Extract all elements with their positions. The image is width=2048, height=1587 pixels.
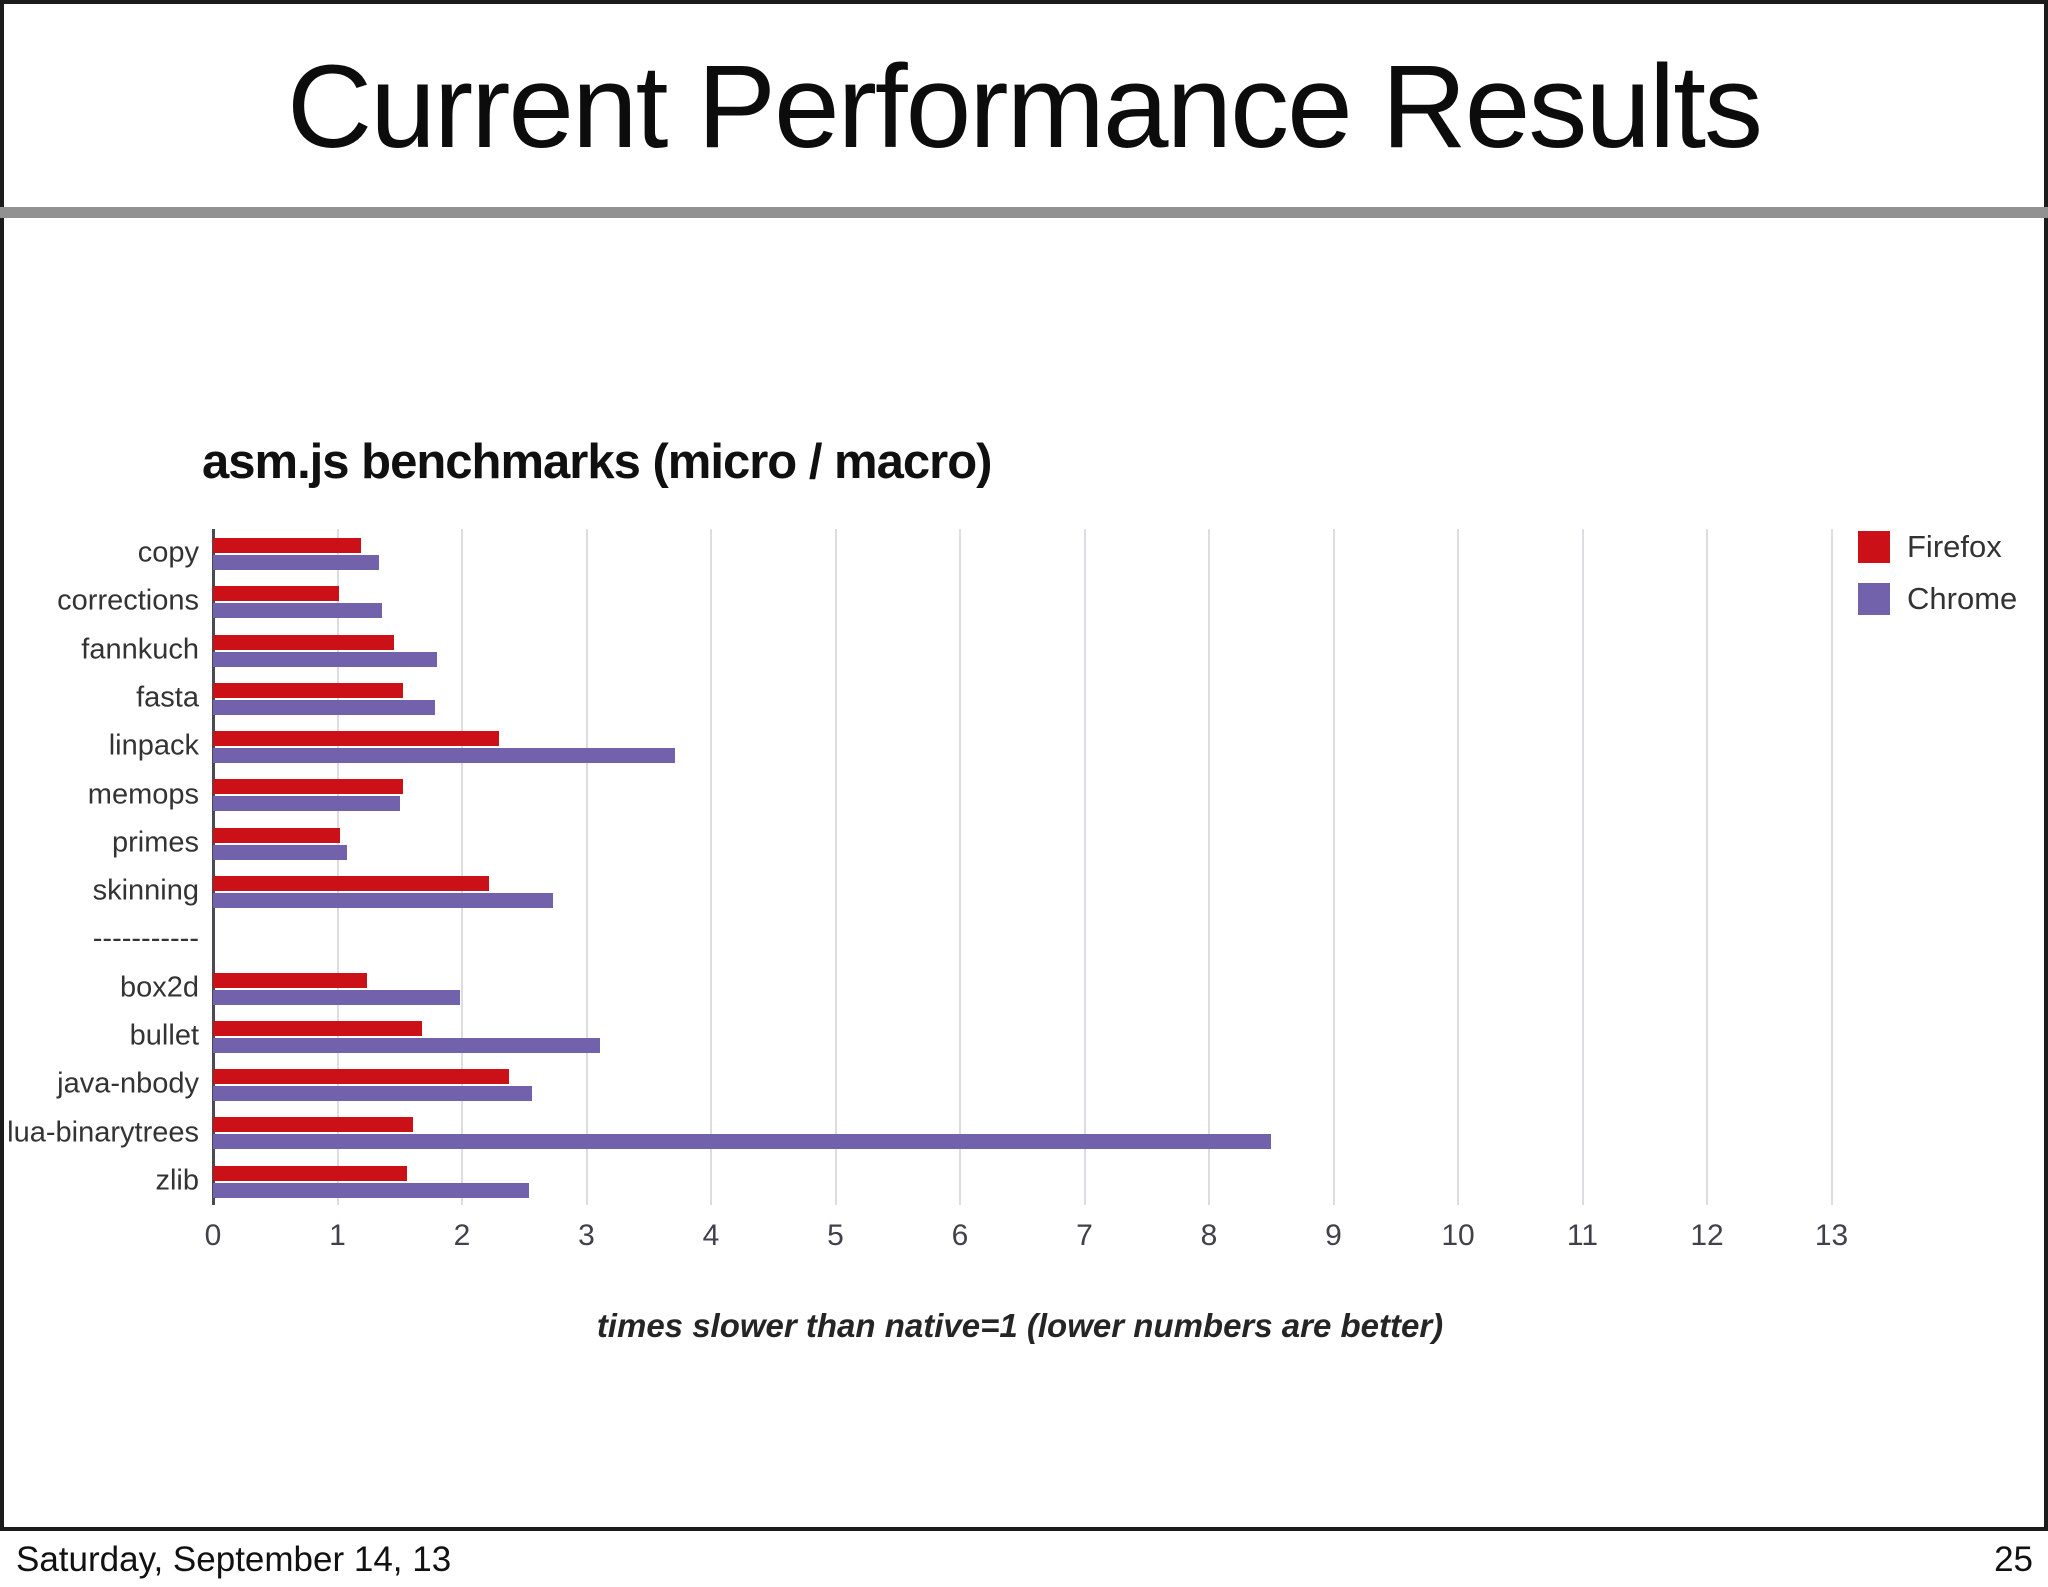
firefox-bar [213, 779, 404, 795]
category-label: skinning [92, 874, 199, 907]
y-axis-line [212, 529, 215, 1205]
category-label: ----------- [92, 922, 199, 955]
category-label: copy [137, 536, 199, 569]
firefox-bar [213, 1069, 510, 1085]
bar-row: linpack [109, 722, 1960, 770]
x-tick-label: 11 [1566, 1219, 1599, 1252]
firefox-bar [213, 682, 404, 698]
legend: Firefox Chrome [1858, 529, 2017, 617]
title-divider [0, 207, 2048, 218]
x-tick-label: 13 [1814, 1219, 1849, 1252]
firefox-bar [213, 1117, 414, 1133]
bar-row: ----------- [93, 915, 1960, 963]
footer-page-number: 25 [1994, 1540, 2033, 1579]
gridline [1332, 529, 1335, 1205]
firefox-bar [213, 827, 340, 843]
firefox-bar [213, 538, 362, 553]
x-tick-label: 8 [1200, 1219, 1218, 1252]
bar-row: java-nbody [57, 1060, 1960, 1108]
x-tick-label: 3 [578, 1219, 595, 1252]
bar-row: zlib [155, 1157, 1960, 1205]
bar-row: primes [112, 819, 1960, 867]
x-tick-label: 7 [1076, 1219, 1093, 1252]
x-tick-label: 0 [204, 1219, 222, 1252]
gridline [1083, 529, 1086, 1205]
gridline [1457, 529, 1459, 1205]
category-label: linpack [108, 729, 199, 762]
x-tick-label: 5 [827, 1219, 844, 1252]
gridline [1706, 529, 1708, 1205]
gridline [1830, 529, 1833, 1205]
legend-swatch [1858, 583, 1890, 615]
firefox-bar [213, 1165, 408, 1181]
chrome-bar [213, 1037, 601, 1053]
gridline [336, 529, 339, 1205]
category-label: primes [111, 826, 199, 859]
category-label: bullet [129, 1019, 199, 1052]
chrome-bar [213, 893, 553, 908]
category-label: lua-binarytrees [7, 1116, 199, 1149]
x-tick-label: 4 [702, 1219, 720, 1252]
bar-row: bullet [130, 1012, 1960, 1060]
bar-row: skinning [93, 867, 1960, 915]
firefox-bar [213, 972, 368, 988]
firefox-bar [213, 876, 490, 891]
gridline [834, 529, 837, 1205]
chrome-bar [213, 796, 400, 812]
category-label: memops [87, 778, 199, 811]
category-label: fasta [136, 681, 199, 714]
chrome-bar [213, 1086, 532, 1102]
bar-row: fasta [136, 674, 1960, 722]
chrome-bar [213, 699, 435, 715]
x-tick-label: 9 [1325, 1219, 1342, 1252]
bar-row: fannkuch [81, 626, 1960, 674]
category-label: zlib [155, 1164, 199, 1197]
bar-row: lua-binarytrees [7, 1108, 1960, 1156]
page-title: Current Performance Results [286, 41, 1763, 173]
chrome-bar [213, 555, 379, 570]
chrome-bar [213, 989, 460, 1005]
plot-area: times slower than native=1 (lower number… [7, 529, 2017, 1344]
firefox-bar [213, 634, 394, 650]
x-axis-label: times slower than native=1 (lower number… [596, 1307, 1444, 1344]
footer-date: Saturday, September 14, 13 [16, 1540, 452, 1579]
bar-row: corrections [57, 577, 1960, 625]
legend-swatch [1858, 531, 1890, 563]
chrome-bar [213, 1134, 1272, 1150]
x-tick-label: 2 [453, 1219, 471, 1252]
bar-row: box2d [120, 964, 1960, 1012]
gridline [1581, 529, 1584, 1205]
category-label: box2d [119, 971, 199, 1004]
legend-item: Chrome [1858, 581, 2017, 617]
x-tick-label: 1 [329, 1219, 346, 1252]
gridline [959, 529, 961, 1205]
x-tick-label: 12 [1690, 1219, 1724, 1252]
gridline [710, 529, 712, 1205]
category-label: fannkuch [81, 633, 199, 666]
chrome-bar [213, 844, 348, 860]
gridline [461, 529, 463, 1205]
gridline [585, 529, 588, 1205]
chart-title: asm.js benchmarks (micro / macro) [202, 435, 992, 489]
firefox-bar [213, 1020, 423, 1036]
category-label: java-nbody [57, 1067, 199, 1100]
bar-row: memops [88, 770, 1960, 818]
firefox-bar [213, 586, 339, 602]
bar-row: copy [138, 529, 1960, 577]
x-tick-label: 10 [1441, 1219, 1475, 1252]
chrome-bar [213, 748, 675, 764]
chrome-bar [213, 651, 438, 667]
x-tick-label: 6 [951, 1219, 969, 1252]
category-label: corrections [57, 584, 199, 617]
legend-label: Chrome [1907, 581, 2018, 616]
chrome-bar [213, 1182, 530, 1198]
legend-label: Firefox [1907, 529, 2002, 564]
gridline [1208, 529, 1210, 1205]
legend-item: Firefox [1858, 529, 2017, 565]
chrome-bar [213, 603, 383, 619]
firefox-bar [213, 731, 500, 747]
